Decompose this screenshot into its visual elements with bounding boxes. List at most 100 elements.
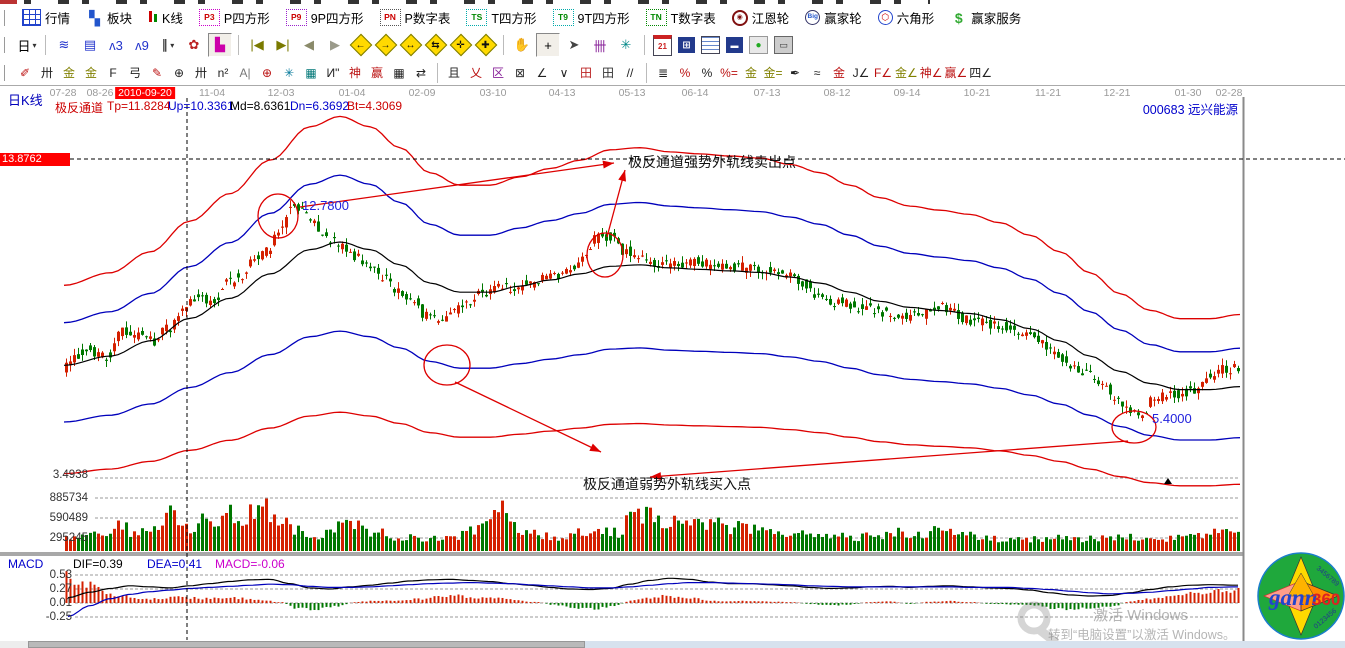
date-tick-selected[interactable]: 2010-09-20 bbox=[115, 87, 175, 99]
draw-tool-14[interactable]: И" bbox=[326, 65, 340, 80]
save-icon[interactable]: ▬ bbox=[726, 37, 743, 53]
draw-tool-30[interactable]: ≣ bbox=[657, 65, 669, 80]
date-tick[interactable]: 01-30 bbox=[1174, 87, 1202, 99]
draw-tool-23[interactable]: ⊠ bbox=[514, 65, 526, 80]
draw-tool-38[interactable]: 金 bbox=[832, 66, 845, 80]
goto-first-icon[interactable]: |◀ bbox=[250, 37, 264, 52]
notepad-icon[interactable] bbox=[701, 36, 720, 54]
draw-tool-3[interactable]: 金 bbox=[84, 66, 97, 80]
draw-tool-39[interactable]: J∠ bbox=[852, 65, 870, 80]
menu-item-板块[interactable]: ▚ 板块 bbox=[78, 8, 140, 27]
draw-tool-32[interactable]: % bbox=[701, 65, 713, 80]
draw-tool-10[interactable]: A| bbox=[239, 65, 251, 80]
network-icon[interactable]: ● bbox=[749, 36, 768, 54]
date-tick[interactable]: 09-14 bbox=[893, 87, 921, 99]
draw-tool-28[interactable]: // bbox=[626, 65, 634, 80]
dropdown-caret[interactable]: ▾ bbox=[170, 40, 175, 50]
pan-left-icon[interactable]: ← bbox=[349, 33, 372, 57]
draw-tool-36[interactable]: ✒ bbox=[789, 65, 801, 80]
draw-tool-40[interactable]: F∠ bbox=[873, 65, 893, 80]
calendar-icon[interactable]: 21 bbox=[653, 34, 672, 56]
goto-last-icon[interactable]: ▶| bbox=[276, 37, 290, 52]
draw-tool-11[interactable]: ⊕ bbox=[261, 65, 273, 80]
date-tick[interactable]: 07-13 bbox=[753, 87, 781, 99]
draw-tool-6[interactable]: ✎ bbox=[151, 65, 163, 80]
calculator-icon[interactable]: ⊞ bbox=[678, 37, 695, 53]
draw-tool-15[interactable]: 神 bbox=[348, 66, 361, 80]
draw-tool-35[interactable]: 金= bbox=[763, 66, 783, 80]
printer-icon[interactable]: ▭ bbox=[774, 36, 793, 54]
draw-tool-12[interactable]: ✳ bbox=[283, 65, 295, 80]
draw-tool-25[interactable]: ∨ bbox=[559, 65, 569, 80]
measure-icon[interactable]: 卌 bbox=[593, 38, 607, 54]
menu-item-P数字表[interactable]: PN P数字表 bbox=[372, 8, 459, 27]
menu-item-赢家轮[interactable]: Big 赢家轮 bbox=[797, 8, 870, 27]
date-tick[interactable]: 06-14 bbox=[681, 87, 709, 99]
date-tick[interactable]: 01-04 bbox=[338, 87, 366, 99]
menu-item-江恩轮[interactable]: ◉ 江恩轮 bbox=[724, 8, 798, 27]
draw-tool-16[interactable]: 赢 bbox=[370, 66, 383, 80]
horizontal-scrollbar[interactable] bbox=[0, 641, 1345, 648]
draw-tool-7[interactable]: ⊕ bbox=[173, 65, 185, 80]
draw-tool-8[interactable]: 卅 bbox=[194, 66, 207, 80]
date-tick[interactable]: 02-28 bbox=[1215, 87, 1243, 99]
wave9-icon[interactable]: ʌ9 bbox=[135, 37, 149, 53]
menu-item-T数字表[interactable]: TN T数字表 bbox=[638, 8, 724, 27]
date-tick[interactable]: 02-09 bbox=[408, 87, 436, 99]
center-view-icon[interactable]: ✛ bbox=[449, 33, 472, 57]
draw-tool-37[interactable]: ≈ bbox=[813, 65, 821, 80]
curve-chart-icon[interactable]: ≋ bbox=[58, 37, 70, 52]
draw-tool-4[interactable]: F bbox=[109, 65, 117, 80]
draw-tool-20[interactable]: 且 bbox=[447, 66, 460, 80]
pane-splitter[interactable] bbox=[0, 552, 1243, 556]
expand-horizontal-icon[interactable]: ↔ bbox=[399, 33, 422, 57]
stock-label[interactable]: 000683 远兴能源 bbox=[1142, 103, 1238, 117]
crosshair-icon[interactable]: + bbox=[536, 33, 560, 57]
menu-item-T四方形[interactable]: TS T四方形 bbox=[458, 8, 544, 27]
hand-pan-icon[interactable]: ✋ bbox=[513, 37, 531, 52]
draw-tool-24[interactable]: ∠ bbox=[536, 65, 548, 80]
draw-tool-33[interactable]: %= bbox=[720, 65, 738, 80]
menu-item-六角形[interactable]: ⬡ 六角形 bbox=[870, 8, 943, 27]
date-tick[interactable]: 08-12 bbox=[823, 87, 851, 99]
next-icon[interactable]: ▶ bbox=[330, 37, 340, 52]
period-selector[interactable]: 日 ▾ bbox=[17, 38, 37, 54]
draw-tool-2[interactable]: 金 bbox=[62, 66, 75, 80]
draw-tool-13[interactable]: ▦ bbox=[305, 65, 317, 80]
date-tick[interactable]: 12-21 bbox=[1103, 87, 1131, 99]
analysis-icon[interactable]: ✳ bbox=[620, 37, 632, 52]
dropdown-caret[interactable]: ▾ bbox=[32, 40, 37, 50]
draw-tool-27[interactable]: 田 bbox=[601, 66, 614, 80]
menu-item-行情[interactable]: 行情 bbox=[14, 8, 78, 27]
draw-tool-26[interactable]: 田 bbox=[579, 66, 592, 80]
draw-tool-43[interactable]: 赢∠ bbox=[944, 66, 968, 80]
draw-tool-1[interactable]: 卅 bbox=[40, 66, 53, 80]
date-tick[interactable]: 04-13 bbox=[548, 87, 576, 99]
compress-horizontal-icon[interactable]: ⇆ bbox=[424, 33, 447, 57]
draw-tool-34[interactable]: 金 bbox=[744, 66, 757, 80]
pattern-icon[interactable]: ✿ bbox=[188, 37, 200, 52]
date-tick[interactable]: 05-13 bbox=[618, 87, 646, 99]
draw-tool-17[interactable]: ▦ bbox=[393, 65, 405, 80]
draw-tool-42[interactable]: 神∠ bbox=[919, 66, 943, 80]
histogram-icon[interactable]: ▙ bbox=[208, 33, 232, 57]
date-tick[interactable]: 07-28 bbox=[49, 87, 77, 99]
document-icon[interactable]: ▤ bbox=[83, 37, 97, 52]
scrollbar-track[interactable] bbox=[585, 641, 1345, 648]
date-tick[interactable]: 11-21 bbox=[1034, 87, 1062, 99]
draw-tool-18[interactable]: ⇄ bbox=[415, 65, 427, 80]
date-tick[interactable]: 10-21 bbox=[963, 87, 991, 99]
draw-tool-22[interactable]: 区 bbox=[491, 66, 504, 80]
wave3-icon[interactable]: ʌ3 bbox=[109, 37, 123, 53]
candle-style-icon[interactable]: ∥ ▾ bbox=[161, 37, 175, 52]
macd-pane-title[interactable]: MACD bbox=[8, 557, 44, 571]
date-tick[interactable]: 12-03 bbox=[267, 87, 295, 99]
period-label[interactable]: 日K线 bbox=[8, 93, 43, 108]
date-tick[interactable]: 08-26 bbox=[86, 87, 114, 99]
date-tick[interactable]: 03-10 bbox=[479, 87, 507, 99]
menu-item-赢家服务[interactable]: $ 赢家服务 bbox=[942, 8, 1029, 27]
pointer-icon[interactable]: ➤ bbox=[568, 37, 580, 52]
fit-view-icon[interactable]: ✚ bbox=[474, 33, 497, 57]
draw-tool-41[interactable]: 金∠ bbox=[895, 66, 918, 80]
